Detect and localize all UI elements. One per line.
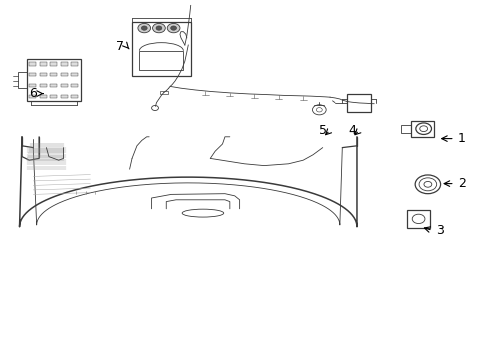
Bar <box>27 59 81 101</box>
Bar <box>346 94 370 112</box>
Text: 7: 7 <box>116 40 123 53</box>
Circle shape <box>141 26 147 30</box>
Bar <box>18 72 27 89</box>
Circle shape <box>167 23 180 33</box>
Bar <box>29 62 36 66</box>
Bar <box>50 62 57 66</box>
Bar <box>400 125 410 133</box>
Bar <box>40 73 46 76</box>
Bar <box>61 62 67 66</box>
Circle shape <box>156 26 162 30</box>
Bar <box>410 121 433 137</box>
Bar <box>50 95 57 98</box>
Bar <box>61 84 67 87</box>
Bar <box>40 95 46 98</box>
Text: 1: 1 <box>457 132 465 145</box>
Bar <box>71 62 78 66</box>
Bar <box>61 73 67 76</box>
Bar <box>50 73 57 76</box>
Bar <box>160 91 167 94</box>
Bar <box>71 95 78 98</box>
Bar <box>132 22 190 76</box>
Circle shape <box>152 23 165 33</box>
Text: 6: 6 <box>29 87 37 100</box>
Bar <box>139 51 183 70</box>
Text: 3: 3 <box>435 224 443 237</box>
Circle shape <box>170 26 176 30</box>
Bar <box>29 84 36 87</box>
Text: 4: 4 <box>347 124 355 137</box>
Circle shape <box>138 23 150 33</box>
Bar <box>50 84 57 87</box>
Bar <box>71 84 78 87</box>
Text: 5: 5 <box>318 124 326 137</box>
Bar <box>40 84 46 87</box>
Bar <box>29 73 36 76</box>
Bar <box>71 73 78 76</box>
Bar <box>61 95 67 98</box>
Bar <box>29 95 36 98</box>
Text: 2: 2 <box>457 177 465 190</box>
Bar <box>406 210 429 228</box>
Bar <box>40 62 46 66</box>
